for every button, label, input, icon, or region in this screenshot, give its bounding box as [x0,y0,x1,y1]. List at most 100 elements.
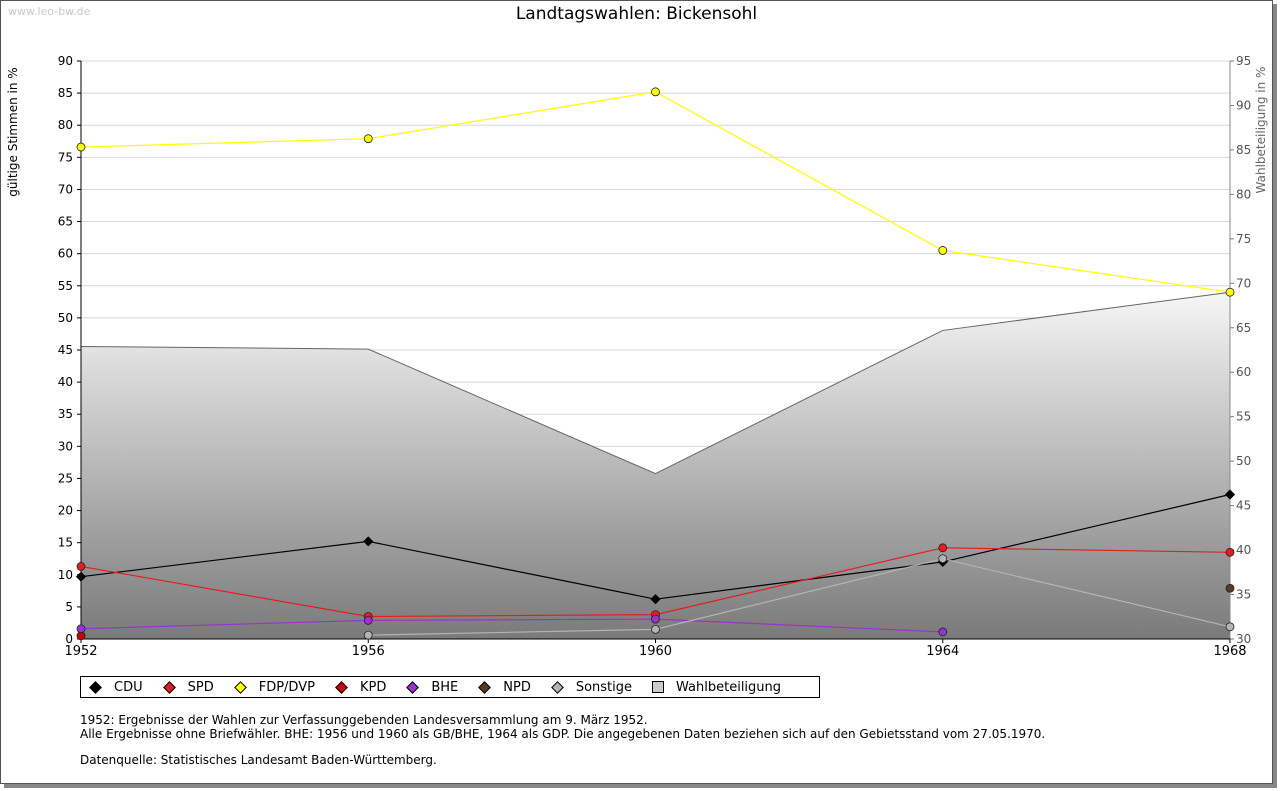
y2-tick-label-90: 90 [1236,98,1251,112]
y-tick-label-20: 20 [58,504,73,518]
legend-label-sonstige: Sonstige [575,679,633,695]
y2-tick-label-45: 45 [1236,499,1251,513]
legend-marker-sonstige [550,680,564,694]
y-tick-label-85: 85 [58,86,73,100]
y2-tick-label-75: 75 [1236,232,1251,246]
watermark: www.leo-bw.de [8,5,91,18]
y2-tick-label-40: 40 [1236,543,1251,557]
y-tick-label-0: 0 [65,632,73,646]
x-tick-label-1960: 1960 [639,644,672,659]
footnote-general: Alle Ergebnisse ohne Briefwähler. BHE: 1… [80,727,1046,741]
legend: CDU SPD FDP/DVP KPD BHE NPD Sonstige Wah… [80,676,820,698]
data-source: Datenquelle: Statistisches Landesamt Bad… [80,753,437,767]
y-tick-label-65: 65 [58,215,73,229]
series-points [75,87,1236,641]
legend-label-bhe: BHE [431,679,459,695]
x-tick-label-1964: 1964 [926,644,959,659]
y2-tick-label-65: 65 [1236,321,1251,335]
x-tick-label-1968: 1968 [1213,644,1246,659]
y-tick-label-40: 40 [58,375,73,389]
y-tick-label-30: 30 [58,439,73,453]
point-sonstige-1956 [363,630,373,640]
legend-item-npd: NPD [478,680,531,695]
y-tick-label-70: 70 [58,182,73,196]
x-tick-label-1952: 1952 [64,644,97,659]
footnote-1952: 1952: Ergebnisse der Wahlen zur Verfassu… [80,713,648,727]
point-sonstige-1960 [651,624,660,634]
y2-tick-label-95: 95 [1236,54,1251,68]
point-cdu-1968 [1224,489,1236,500]
point-fdp-dvp-1968 [1225,287,1235,297]
y-tick-label-15: 15 [58,536,73,550]
legend-marker-kpd [335,680,348,694]
y2-tick-label-70: 70 [1236,276,1251,290]
legend-label-wahlbeteiligung: Wahlbeteiligung [676,679,782,695]
point-bhe-1960 [651,614,660,624]
point-cdu-1960 [650,594,661,605]
legend-marker-cdu [89,680,102,694]
y-tick-label-50: 50 [58,311,73,325]
point-cdu-1956 [363,536,374,547]
point-fdp-dvp-1952 [76,142,86,152]
point-spd-1968 [1225,547,1235,557]
y2-tick-label-35: 35 [1236,588,1251,602]
point-fdp-dvp-1960 [651,87,660,97]
legend-item-fdp: FDP/DVP [233,679,315,695]
legend-item-wahlbeteiligung: Wahlbeteiligung [652,680,781,695]
y2-tick-label-30: 30 [1236,632,1251,646]
axes [77,60,1234,643]
legend-item-sonstige: Sonstige [550,679,633,695]
point-bhe-1964 [938,627,948,637]
legend-item-spd: SPD [162,679,214,695]
y2-tick-label-85: 85 [1236,143,1251,157]
chart-title: Landtagswahlen: Bickensohl [515,4,758,24]
series-line-fdp-dvp [80,91,1231,293]
legend-label-kpd: KPD [359,679,387,695]
legend-marker-npd [478,680,492,694]
legend-marker-fdp [233,680,247,694]
point-bhe-1956 [363,615,373,625]
y2-tick-label-60: 60 [1236,365,1251,379]
legend-marker-bhe [406,680,420,694]
point-fdp-dvp-1964 [938,246,948,255]
area-fill-wahlbeteiligung [81,292,1230,639]
y-tick-label-60: 60 [58,247,73,261]
legend-item-cdu: CDU [89,680,143,695]
point-spd-1964 [938,543,948,553]
legend-marker-spd [162,680,176,694]
y-tick-label-80: 80 [58,118,73,132]
point-cdu-1952 [75,571,87,582]
point-spd-1952 [76,562,86,571]
legend-item-kpd: KPD [335,680,386,695]
point-sonstige-1968 [1225,622,1235,632]
footnotes: 1952: Ergebnisse der Wahlen zur Verfassu… [80,713,1045,741]
y-tick-label-5: 5 [65,600,73,614]
y2-tick-label-50: 50 [1236,454,1251,468]
x-tick-label-1956: 1956 [352,644,385,659]
y-axis-label-right: Wahlbeteiligung in % [1254,66,1268,194]
y-tick-label-10: 10 [58,568,73,582]
point-sonstige-1964 [938,554,948,564]
legend-label-cdu: CDU [114,679,143,695]
turnout-area [80,291,1231,639]
series-line-sonstige [368,558,1231,636]
y2-tick-label-80: 80 [1236,187,1251,201]
point-fdp-dvp-1956 [363,134,373,144]
y-axis-label-left: gültige Stimmen in % [6,67,20,197]
legend-label-spd: SPD [187,679,214,695]
y-tick-label-35: 35 [58,407,73,421]
y-tick-label-75: 75 [58,150,73,164]
area-line-wahlbeteiligung [80,291,1231,475]
legend-marker-wahlbeteiligung [652,681,665,693]
point-bhe-1952 [76,624,86,634]
point-npd-1968 [1225,583,1235,593]
y-tick-label-45: 45 [58,343,73,357]
y2-tick-label-55: 55 [1236,410,1251,424]
y-tick-label-90: 90 [58,54,73,68]
series-line-bhe [80,618,943,633]
legend-label-fdp: FDP/DVP [258,679,315,695]
y-tick-label-25: 25 [58,471,73,485]
legend-label-npd: NPD [503,679,531,695]
legend-item-bhe: BHE [406,680,458,695]
